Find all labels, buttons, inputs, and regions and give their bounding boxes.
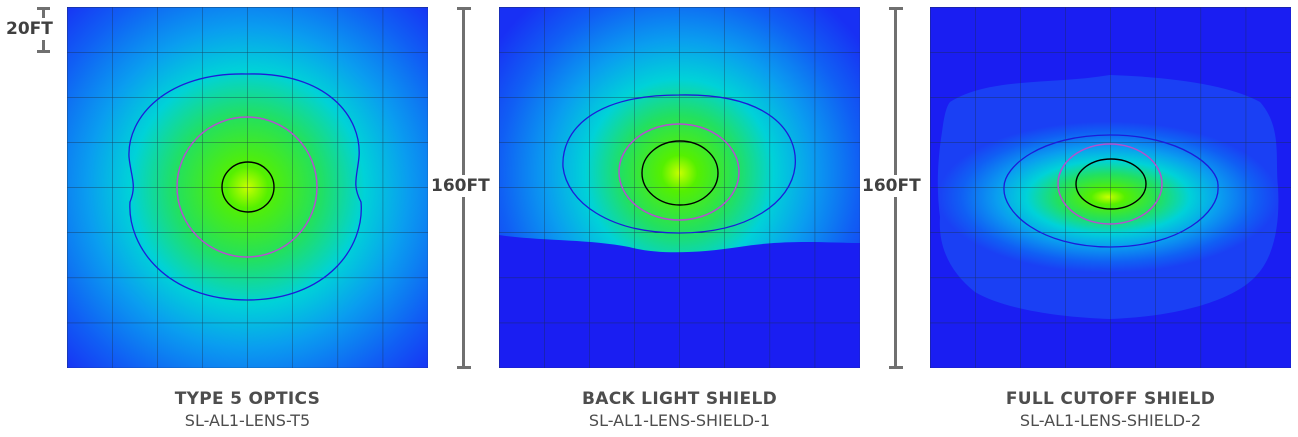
contour-outer <box>562 94 796 234</box>
grid-overlay <box>930 7 1291 368</box>
scale-tick-bottom <box>457 366 471 369</box>
contour-mid <box>618 123 740 221</box>
contour-inner <box>641 140 719 206</box>
contour-inner <box>221 161 275 213</box>
scale-label-160ft: 160FT <box>862 175 921 197</box>
caption-back-light-shield: BACK LIGHT SHIELD SL-AL1-LENS-SHIELD-1 <box>499 388 860 432</box>
caption-model: SL-AL1-LENS-SHIELD-2 <box>1019 411 1202 430</box>
caption-title: BACK LIGHT SHIELD <box>582 389 777 409</box>
contour-outer <box>128 73 362 301</box>
scale-label-20ft: 20FT <box>6 18 53 40</box>
photometric-plot-back-light-shield <box>499 7 860 368</box>
photometric-plot-type5 <box>67 7 428 368</box>
contour-inner <box>1075 158 1147 210</box>
caption-full-cutoff-shield: FULL CUTOFF SHIELD SL-AL1-LENS-SHIELD-2 <box>930 388 1291 432</box>
caption-model: SL-AL1-LENS-T5 <box>184 411 311 430</box>
contour-outer <box>1003 134 1219 248</box>
caption-type5: TYPE 5 OPTICS SL-AL1-LENS-T5 <box>67 388 428 432</box>
scale-tick-bottom <box>889 366 903 369</box>
grid-overlay <box>499 7 860 368</box>
contour-mid <box>176 116 318 258</box>
caption-title: FULL CUTOFF SHIELD <box>1005 389 1216 409</box>
contour-mid <box>1057 143 1163 225</box>
grid-overlay <box>67 7 428 368</box>
caption-title: TYPE 5 OPTICS <box>174 389 321 409</box>
scale-tick-bottom <box>37 50 50 53</box>
scale-label-160ft: 160FT <box>431 175 490 197</box>
caption-model: SL-AL1-LENS-SHIELD-1 <box>588 411 771 430</box>
photometric-plot-full-cutoff-shield <box>930 7 1291 368</box>
